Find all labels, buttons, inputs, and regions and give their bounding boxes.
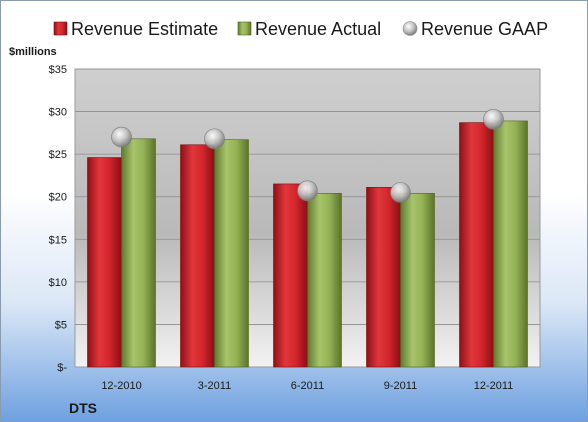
bar-revenue-estimate bbox=[273, 183, 308, 368]
x-tick-label: 12-2010 bbox=[101, 380, 141, 392]
x-tick-label: 6-2011 bbox=[291, 380, 324, 392]
bar-revenue-estimate bbox=[459, 122, 494, 368]
bar-revenue-estimate bbox=[180, 144, 215, 368]
bar-revenue-actual bbox=[493, 120, 528, 368]
ticker-label: DTS bbox=[69, 400, 97, 416]
y-axis-ticks: $- $5 $10 $15 $20 $25 $30 $35 bbox=[49, 64, 68, 374]
marker-revenue-gaap bbox=[483, 108, 504, 130]
legend-swatch-actual bbox=[237, 21, 252, 36]
legend-label-gaap: Revenue GAAP bbox=[421, 19, 548, 39]
y-tick-label: $30 bbox=[49, 107, 67, 119]
bar-revenue-actual bbox=[307, 193, 342, 368]
bar-revenue-actual bbox=[400, 193, 435, 368]
legend-label-actual: Revenue Actual bbox=[255, 19, 381, 39]
bar-revenue-actual bbox=[121, 138, 156, 368]
bars bbox=[87, 120, 528, 368]
legend-label-estimate: Revenue Estimate bbox=[71, 19, 218, 39]
y-axis-unit-label: $millions bbox=[9, 46, 57, 58]
y-tick-label: $25 bbox=[49, 149, 67, 161]
marker-revenue-gaap bbox=[204, 128, 225, 150]
y-tick-label: $15 bbox=[49, 234, 67, 246]
legend-marker-gaap bbox=[402, 21, 418, 36]
marker-revenue-gaap bbox=[297, 180, 318, 202]
bar-revenue-estimate bbox=[366, 187, 401, 368]
y-tick-label: $10 bbox=[49, 277, 67, 289]
x-tick-label: 3-2011 bbox=[198, 380, 231, 392]
x-axis-ticks: 12-2010 3-2011 6-2011 9-2011 12-2011 bbox=[101, 380, 513, 392]
marker-revenue-gaap bbox=[111, 126, 132, 148]
gaap-markers bbox=[111, 108, 504, 203]
x-tick-label: 12-2011 bbox=[474, 380, 514, 392]
legend: Revenue Estimate Revenue Actual Revenue … bbox=[53, 19, 548, 39]
bar-revenue-actual bbox=[214, 139, 249, 368]
y-tick-label: $- bbox=[57, 362, 67, 374]
bar-revenue-estimate bbox=[87, 157, 122, 368]
y-tick-label: $5 bbox=[55, 319, 67, 331]
marker-revenue-gaap bbox=[390, 182, 411, 203]
y-tick-label: $20 bbox=[49, 192, 67, 204]
legend-swatch-estimate bbox=[53, 21, 68, 36]
y-tick-label: $35 bbox=[49, 64, 67, 76]
x-tick-label: 9-2011 bbox=[384, 380, 417, 392]
